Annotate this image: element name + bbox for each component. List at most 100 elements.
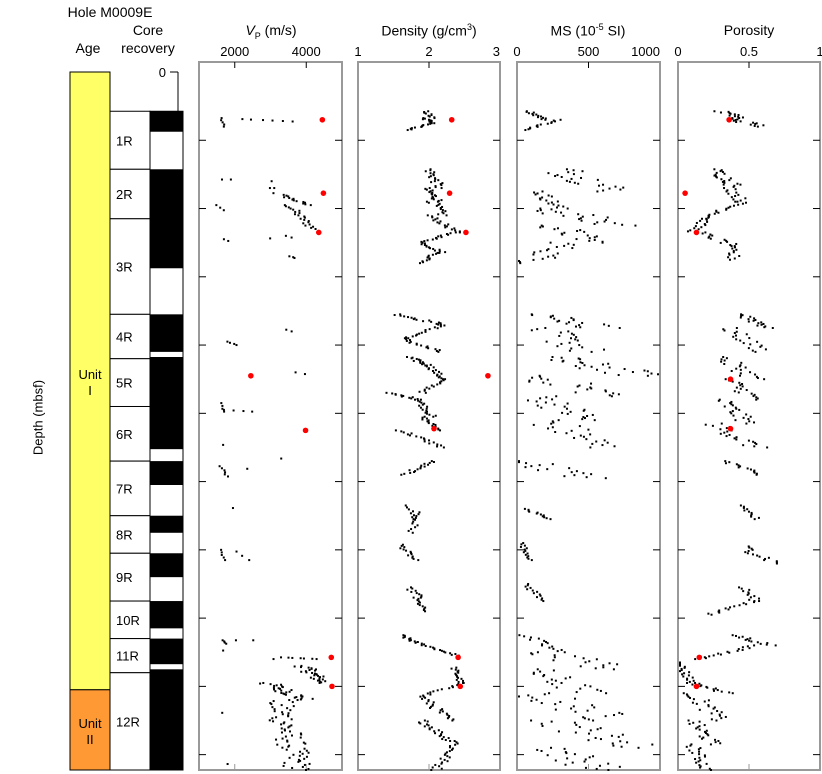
data-point (732, 204, 735, 207)
data-point (775, 560, 778, 563)
data-point (723, 180, 726, 183)
data-point (318, 681, 321, 684)
data-point (411, 510, 414, 513)
data-point (739, 465, 742, 468)
data-point (733, 184, 736, 187)
data-point (596, 190, 599, 193)
hole-title: Hole M0009E (67, 4, 153, 20)
data-point (280, 683, 283, 686)
data-point (433, 180, 436, 183)
data-point (530, 329, 533, 332)
data-point (608, 394, 611, 397)
x-tick-label: 0 (674, 44, 681, 59)
data-point (270, 703, 273, 706)
data-point (431, 216, 434, 219)
data-point (707, 236, 710, 239)
data-point (451, 719, 454, 722)
data-point (646, 370, 649, 373)
data-point (280, 731, 283, 734)
data-point (603, 439, 606, 442)
data-point (679, 663, 681, 666)
data-point (749, 468, 752, 471)
data-point (548, 692, 551, 695)
data-point (536, 404, 539, 407)
data-point (567, 330, 570, 333)
discrete-point (682, 190, 688, 196)
data-point (595, 658, 598, 661)
data-point (589, 729, 592, 732)
data-point (227, 239, 230, 242)
data-point (518, 460, 520, 463)
data-point (444, 210, 447, 213)
data-point (587, 739, 590, 742)
data-point (418, 332, 421, 335)
data-point (281, 711, 284, 714)
data-point (439, 757, 442, 760)
data-point (738, 117, 741, 120)
data-point (410, 551, 413, 554)
data-point (289, 709, 292, 712)
data-point (318, 677, 321, 680)
data-point (431, 189, 434, 192)
data-point (574, 391, 577, 394)
data-point (695, 221, 698, 224)
data-point (405, 336, 408, 339)
data-point (727, 192, 730, 195)
data-point (251, 410, 254, 413)
data-point (320, 681, 323, 684)
data-point (439, 734, 442, 737)
data-point (697, 760, 700, 763)
data-point (733, 245, 736, 248)
data-point (523, 635, 526, 638)
data-point (412, 359, 415, 362)
data-point (715, 719, 718, 722)
data-point (223, 473, 226, 476)
data-point (288, 744, 291, 747)
data-point (440, 372, 443, 375)
data-point (756, 554, 759, 557)
data-point (444, 251, 447, 254)
data-point (535, 512, 538, 515)
data-point (242, 410, 245, 413)
data-point (431, 215, 434, 218)
data-point (729, 411, 732, 414)
data-point (221, 639, 224, 642)
data-point (589, 433, 592, 436)
data-point (588, 756, 591, 759)
data-point (297, 760, 300, 763)
data-point (290, 724, 293, 727)
data-point (412, 557, 415, 560)
data-point (588, 237, 591, 240)
panel-title-ms: MS (10-5 SI) (551, 22, 626, 39)
recovered-interval (150, 357, 183, 450)
data-point (433, 122, 436, 125)
unit-label: Unit (78, 716, 102, 731)
data-point (416, 641, 419, 644)
data-point (421, 118, 424, 121)
data-point (423, 117, 426, 120)
data-point (749, 415, 752, 418)
data-point (707, 734, 710, 737)
data-point (412, 514, 415, 517)
data-point (443, 753, 446, 756)
data-point (287, 195, 290, 198)
data-point (742, 444, 745, 447)
data-point (679, 661, 681, 664)
data-point (421, 408, 424, 411)
data-point (280, 691, 283, 694)
data-point (429, 247, 432, 250)
data-point (588, 732, 591, 735)
data-point (578, 218, 581, 221)
data-point (541, 196, 544, 199)
data-point (753, 601, 756, 604)
data-point (433, 171, 436, 174)
data-point (541, 212, 544, 215)
data-point (284, 735, 287, 738)
data-point (754, 122, 757, 125)
recovered-interval (150, 638, 183, 665)
data-point (604, 715, 607, 718)
data-point (724, 378, 727, 381)
data-point (764, 348, 767, 351)
data-point (531, 696, 534, 699)
data-point (579, 326, 582, 329)
